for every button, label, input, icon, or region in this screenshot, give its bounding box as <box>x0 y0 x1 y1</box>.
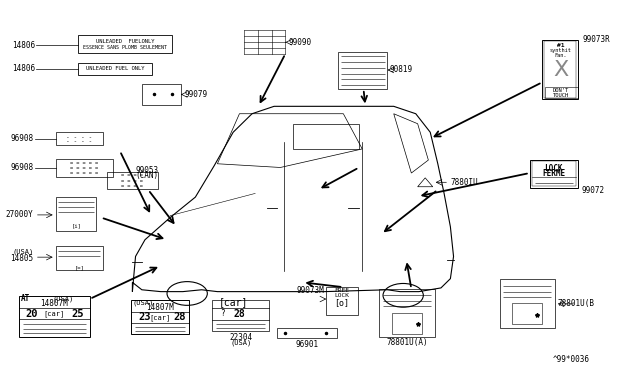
Text: (USA): (USA) <box>12 249 33 255</box>
Text: 99073M: 99073M <box>297 286 324 295</box>
Text: [car]: [car] <box>44 311 65 317</box>
Text: 14807M: 14807M <box>40 299 68 308</box>
Text: ^99*0036: ^99*0036 <box>552 355 589 364</box>
Text: 27000Y: 27000Y <box>6 210 33 219</box>
Text: 28: 28 <box>173 312 186 322</box>
Text: [car]: [car] <box>150 314 171 321</box>
Bar <box>392 313 422 334</box>
Text: X: X <box>553 60 568 80</box>
Text: FREE: FREE <box>335 288 349 293</box>
Text: = = = =: = = = = <box>122 179 143 184</box>
Text: UNLEADED  FUELONLY: UNLEADED FUELONLY <box>95 39 154 44</box>
Bar <box>512 304 542 324</box>
Text: 99073R: 99073R <box>582 35 611 44</box>
Text: (USA): (USA) <box>52 295 74 302</box>
Text: (USA): (USA) <box>230 339 252 346</box>
Text: 78801U(B: 78801U(B <box>557 299 595 308</box>
Text: 96908: 96908 <box>10 134 33 143</box>
Text: 28: 28 <box>234 309 245 319</box>
Text: TOUCH: TOUCH <box>552 93 569 98</box>
Text: 78801U(A): 78801U(A) <box>386 338 428 347</box>
Text: LOCK: LOCK <box>335 293 349 298</box>
Text: 96901: 96901 <box>295 340 318 349</box>
Text: = = = = =: = = = = = <box>70 166 99 171</box>
Text: 20: 20 <box>26 309 38 319</box>
Text: [i]: [i] <box>72 223 81 228</box>
Text: 99090: 99090 <box>289 38 312 47</box>
Text: = = = = =: = = = = = <box>70 161 99 166</box>
Text: 99053: 99053 <box>136 166 159 175</box>
Text: 90819: 90819 <box>390 65 413 74</box>
Text: 14806: 14806 <box>12 41 35 50</box>
Text: AT: AT <box>21 294 30 303</box>
Text: ?: ? <box>220 310 225 318</box>
Text: synthit: synthit <box>550 48 572 53</box>
Text: 99072: 99072 <box>581 186 605 195</box>
Text: = = = =: = = = = <box>122 173 143 179</box>
Text: UNLEADED FUEL ONLY: UNLEADED FUEL ONLY <box>86 66 144 71</box>
Text: LOCK: LOCK <box>545 164 563 173</box>
Text: 14806: 14806 <box>12 64 35 73</box>
Text: [=]: [=] <box>74 265 84 270</box>
Text: #1: #1 <box>557 43 564 48</box>
Text: FERME: FERME <box>542 169 565 178</box>
Text: 7880IU: 7880IU <box>451 178 478 187</box>
Bar <box>293 124 359 149</box>
Text: [car]: [car] <box>218 296 248 307</box>
Text: ESSENCE SANS PLOMB SEULEMENT: ESSENCE SANS PLOMB SEULEMENT <box>83 45 167 50</box>
Text: = = = = =: = = = = = <box>70 171 99 176</box>
Text: = = = =: = = = = <box>122 183 143 189</box>
Text: 14807M: 14807M <box>146 303 174 312</box>
Text: Fan.: Fan. <box>554 53 567 58</box>
Text: 22304: 22304 <box>229 333 252 342</box>
Text: 14805: 14805 <box>10 254 33 263</box>
Text: 96908: 96908 <box>10 163 33 172</box>
Text: (CAN): (CAN) <box>136 171 159 180</box>
Text: - - - -: - - - - <box>67 135 93 140</box>
Text: DON'T: DON'T <box>552 88 569 93</box>
Text: 23: 23 <box>138 312 150 322</box>
Text: (USA): (USA) <box>132 299 154 306</box>
Text: [o]: [o] <box>335 299 349 308</box>
Text: 25: 25 <box>71 309 84 319</box>
Text: - - - -: - - - - <box>67 140 93 144</box>
Text: 99079: 99079 <box>185 90 208 99</box>
